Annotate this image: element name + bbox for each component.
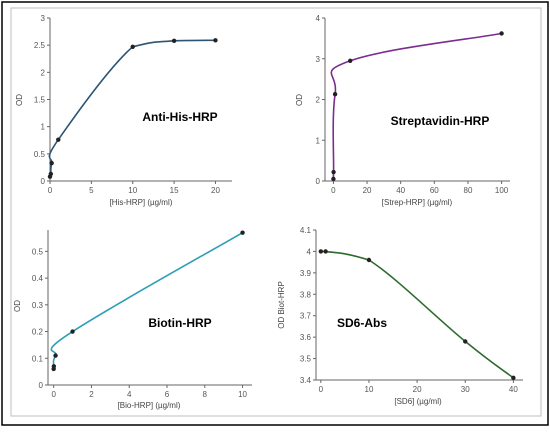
y-tick-label: 2 xyxy=(316,96,321,105)
data-point xyxy=(49,160,54,166)
y-tick-label: 3.8 xyxy=(300,290,312,299)
data-point xyxy=(318,249,324,254)
x-tick-label: 15 xyxy=(170,186,179,195)
y-tick-label: 3.9 xyxy=(300,269,312,278)
panel-border xyxy=(10,7,542,417)
chart-3: 0 0.1 0.2 0.3 0.4 0.5 0 2 4 6 8 10 [Bio-HRP] (µg/ml)… xyxy=(13,230,252,410)
y-tick-label: 2 xyxy=(41,68,46,77)
x-tick-label: 2 xyxy=(89,390,94,399)
data-point xyxy=(331,169,336,175)
y-tick-label: 3 xyxy=(316,55,321,64)
chart-title: Streptavidin-HRP xyxy=(391,114,490,128)
x-tick-label: 0 xyxy=(48,186,53,195)
x-tick-label: 4 xyxy=(127,390,132,399)
data-point xyxy=(332,92,338,97)
y-tick-label: 3.6 xyxy=(300,333,312,342)
x-axis-label: [Bio-HRP] (µg/ml) xyxy=(118,401,181,410)
data-point xyxy=(240,230,245,235)
x-tick-label: 0 xyxy=(51,390,56,399)
y-tick-label: 0.1 xyxy=(32,354,44,363)
x-tick-label: 20 xyxy=(413,385,422,394)
x-tick-label: 8 xyxy=(203,390,208,399)
data-point xyxy=(213,38,218,43)
data-point xyxy=(130,44,135,49)
y-tick-label: 0.5 xyxy=(34,150,46,159)
y-tick-label: 4.1 xyxy=(300,226,312,235)
data-point xyxy=(331,176,336,182)
y-tick-label: 4 xyxy=(307,247,312,256)
y-tick-label: 0.2 xyxy=(32,328,44,337)
chart-1: 0 0.5 1 1.5 2 2.5 3 0 5 10 15 20 [His-HRP] (µg/ml) OD… xyxy=(15,14,232,207)
x-tick-label: 10 xyxy=(238,390,247,399)
data-point xyxy=(48,171,54,177)
chart-title: SD6-Abs xyxy=(337,316,387,330)
x-tick-label: 20 xyxy=(363,186,372,195)
data-point xyxy=(463,339,468,344)
x-tick-label: 40 xyxy=(509,385,518,394)
y-tick-label: 0 xyxy=(39,381,44,390)
x-tick-label: 80 xyxy=(464,186,473,195)
y-axis-label: OD xyxy=(13,300,22,312)
data-point xyxy=(348,58,353,63)
y-tick-label: 1 xyxy=(41,123,46,132)
x-axis-label: [His-HRP] (µg/ml) xyxy=(110,198,173,207)
y-tick-label: 3.5 xyxy=(300,355,312,364)
chart-4: 3.4 3.5 3.6 3.7 3.8 3.9 4 4.1 0 10 20 30 40 [SD6] (µg… xyxy=(277,226,523,406)
y-tick-label: 0.4 xyxy=(32,274,44,283)
data-point xyxy=(70,329,75,334)
y-tick-label: 3 xyxy=(41,14,46,23)
data-point xyxy=(171,38,177,44)
x-tick-label: 5 xyxy=(89,186,94,195)
y-tick-label: 3.4 xyxy=(300,376,312,385)
data-point xyxy=(499,31,504,36)
y-tick-label: 0 xyxy=(316,177,321,186)
chart-title: Anti-His-HRP xyxy=(142,110,217,124)
y-tick-label: 4 xyxy=(316,14,321,23)
data-point xyxy=(323,249,328,254)
y-tick-label: 2.5 xyxy=(34,41,46,50)
chart-title: Biotin-HRP xyxy=(148,316,211,330)
y-tick-label: 3.7 xyxy=(300,312,312,321)
data-point xyxy=(511,375,516,381)
y-tick-label: 0.3 xyxy=(32,301,44,310)
x-axis-label: [SD6] (µg/ml) xyxy=(394,397,442,406)
x-tick-label: 30 xyxy=(461,385,470,394)
x-tick-label: 10 xyxy=(365,385,374,394)
x-tick-label: 10 xyxy=(128,186,137,195)
x-tick-label: 0 xyxy=(331,186,336,195)
x-axis-label: [Strep-HRP] (µg/ml) xyxy=(382,198,453,207)
x-tick-label: 40 xyxy=(396,186,405,195)
data-point xyxy=(51,364,57,369)
x-tick-label: 100 xyxy=(495,186,509,195)
y-tick-label: 0 xyxy=(41,177,46,186)
x-tick-label: 6 xyxy=(165,390,170,399)
y-axis-label: OD xyxy=(15,94,24,106)
y-tick-label: 1.5 xyxy=(34,96,46,105)
x-tick-label: 20 xyxy=(211,186,220,195)
y-axis-label: OD Biot-HRP xyxy=(277,281,286,329)
data-point xyxy=(366,257,372,263)
series-line xyxy=(330,32,502,179)
y-axis-label: OD xyxy=(295,94,304,106)
x-tick-label: 60 xyxy=(430,186,439,195)
y-tick-label: 0.5 xyxy=(32,247,44,256)
data-point xyxy=(53,353,58,358)
y-tick-label: 1 xyxy=(316,136,321,145)
x-tick-label: 0 xyxy=(319,385,324,394)
data-point xyxy=(56,137,61,142)
